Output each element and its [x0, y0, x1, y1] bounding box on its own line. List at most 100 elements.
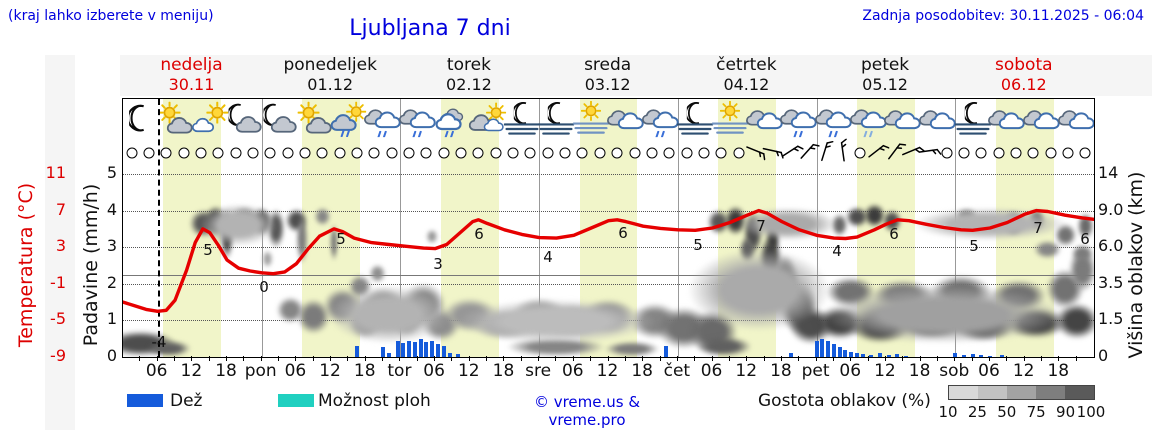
- x-hour-label: 12: [457, 361, 480, 381]
- x-hour-label: 18: [492, 361, 515, 381]
- x-axis-tick: [347, 356, 349, 361]
- x-axis-tick: [156, 356, 158, 361]
- x-axis-tick: [728, 356, 730, 361]
- x-hour-label: 12: [596, 361, 619, 381]
- cloud-region: [862, 203, 886, 228]
- temp-value-label: 7: [1033, 219, 1043, 237]
- x-hour-label: 12: [180, 361, 203, 381]
- gridline: [123, 174, 1094, 175]
- temp-value-label: 6: [1080, 230, 1090, 248]
- x-axis-tick: [919, 356, 921, 361]
- x-day-label: čet: [663, 361, 691, 381]
- temp-value-label: 4: [543, 248, 553, 266]
- rain-bar: [895, 353, 900, 357]
- calm-wind-icon: [958, 147, 970, 159]
- x-axis-tick: [624, 356, 626, 361]
- x-axis-tick: [399, 356, 401, 361]
- x-axis-tick: [520, 356, 522, 361]
- x-axis-tick: [711, 356, 713, 361]
- temp-value-label: 7: [756, 217, 766, 235]
- rain-legend-swatch: [127, 394, 163, 407]
- day-header: četrtek 04.12: [677, 55, 816, 95]
- x-axis-tick: [590, 356, 592, 361]
- rain-bar: [961, 355, 966, 357]
- rain-bar: [814, 340, 819, 357]
- rain-bar: [441, 346, 446, 357]
- calm-wind-icon: [195, 147, 207, 159]
- day-date-label: 05.12: [862, 75, 908, 94]
- credit-link[interactable]: © vreme.us & vreme.pro: [533, 393, 641, 429]
- scale-tick-label: 10: [938, 403, 958, 421]
- x-axis-tick: [798, 356, 800, 361]
- left-axis-band: [45, 55, 75, 430]
- x-axis-tick: [1023, 356, 1025, 361]
- scale-tick-label: 90: [1056, 403, 1076, 421]
- x-axis-tick: [642, 356, 644, 361]
- x-axis-tick: [226, 356, 228, 361]
- calm-wind-icon: [490, 147, 502, 159]
- calm-wind-icon: [264, 147, 276, 159]
- x-axis-tick: [1040, 356, 1042, 361]
- rain-bar: [430, 340, 435, 357]
- calm-wind-icon: [681, 147, 693, 159]
- cloud-region: [296, 213, 308, 265]
- temperature-tick: -1: [50, 272, 66, 292]
- rain-bar: [456, 354, 461, 357]
- cloud-region: [695, 336, 753, 357]
- rain-bar: [849, 352, 854, 357]
- rain-bar: [860, 354, 865, 357]
- x-hour-label: 18: [770, 361, 792, 381]
- x-axis-tick: [416, 356, 418, 361]
- day-name-label: četrtek: [716, 55, 777, 75]
- x-axis-tick: [746, 356, 748, 361]
- x-day-label: sob: [939, 361, 970, 381]
- calm-wind-icon: [611, 147, 623, 159]
- x-axis-tick: [174, 356, 176, 361]
- temperature-tick: 3: [55, 236, 66, 256]
- day-header: nedelja 30.11: [122, 55, 261, 95]
- scale-segment: [1007, 386, 1036, 399]
- gridline: [123, 283, 1094, 285]
- cloud-height-tick: 1.5: [1098, 309, 1124, 329]
- rain-bar: [386, 352, 391, 357]
- x-axis-tick: [1006, 356, 1008, 361]
- x-axis-tick: [468, 356, 470, 361]
- freezing-level-line: [123, 274, 1094, 276]
- cloud-height-tick: 14: [1098, 163, 1119, 182]
- x-axis-tick: [867, 356, 869, 361]
- rain-bar: [878, 353, 883, 357]
- temp-value-label: 6: [618, 224, 628, 242]
- x-hour-label: 12: [735, 361, 758, 381]
- x-hour-label: 06: [284, 361, 307, 381]
- day-name-label: sreda: [584, 55, 632, 75]
- day-date-label: 02.12: [446, 75, 492, 94]
- calm-wind-icon: [542, 147, 554, 159]
- x-axis-tick: [503, 356, 505, 361]
- calm-wind-icon: [733, 147, 745, 159]
- day-header: ponedeljek 01.12: [261, 55, 400, 95]
- precip-tick: 2: [106, 272, 117, 292]
- rain-bar: [855, 353, 860, 357]
- temperature-tick: -5: [50, 309, 66, 329]
- calm-wind-icon: [1079, 147, 1091, 159]
- x-axis-tick: [260, 356, 262, 361]
- calm-wind-icon: [455, 147, 467, 159]
- x-hour-label: 12: [319, 361, 341, 381]
- temp-value-label: -4: [151, 333, 167, 351]
- scale-segment: [978, 386, 1007, 399]
- scale-tick-label: 100: [1076, 403, 1106, 421]
- current-time-line: [158, 99, 161, 357]
- calm-wind-icon: [975, 147, 987, 159]
- day-name-label: sobota: [995, 55, 1053, 75]
- x-day-label: pon: [244, 361, 277, 381]
- x-hour-label: 06: [145, 361, 168, 381]
- scale-segment: [949, 386, 978, 399]
- x-axis-tick: [139, 356, 141, 361]
- x-hour-label: 12: [1012, 361, 1035, 381]
- showers-legend-label: Možnost ploh: [318, 391, 431, 411]
- meteogram-plot: -4 5 0 5 3 6 4 6 5 7 4 6 5 7 6: [122, 98, 1095, 358]
- temp-value-label: 5: [336, 230, 346, 248]
- x-hour-label: 06: [978, 361, 1000, 381]
- temp-value-label: 4: [832, 242, 842, 260]
- scale-segment: [1065, 386, 1094, 399]
